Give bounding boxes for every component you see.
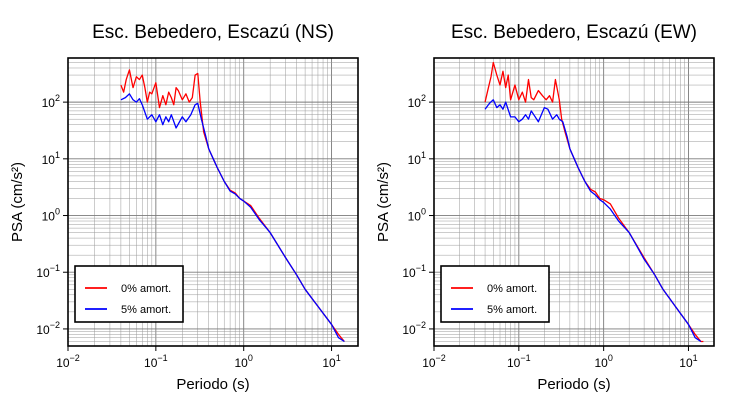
legend: 0% amort. 5% amort. bbox=[74, 265, 184, 323]
tick-exponent: −2 bbox=[70, 353, 80, 363]
tick-base: 10 bbox=[322, 356, 336, 370]
tick-exponent: 2 bbox=[421, 93, 426, 103]
y-tick-label: 100 bbox=[42, 207, 60, 224]
tick-base: 10 bbox=[408, 210, 422, 224]
legend-label: 5% amort. bbox=[121, 304, 171, 316]
x-tick-label: 10−2 bbox=[56, 353, 80, 370]
tick-exponent: 0 bbox=[248, 353, 253, 363]
tick-exponent: 0 bbox=[421, 207, 426, 217]
legend-label: 0% amort. bbox=[487, 283, 537, 295]
x-tick-label: 101 bbox=[322, 353, 340, 370]
tick-exponent: 2 bbox=[55, 93, 60, 103]
legend-box bbox=[440, 265, 550, 323]
y-tick-label: 102 bbox=[408, 93, 426, 110]
chart-title: Esc. Bebedero, Escazú (NS) bbox=[92, 22, 334, 43]
tick-base: 10 bbox=[36, 323, 50, 337]
x-axis-label: Periodo (s) bbox=[537, 376, 610, 393]
tick-exponent: 1 bbox=[55, 150, 60, 160]
tick-exponent: −1 bbox=[416, 263, 426, 273]
tick-base: 10 bbox=[402, 323, 416, 337]
plot-frame bbox=[67, 57, 359, 347]
tick-exponent: −1 bbox=[50, 263, 60, 273]
tick-exponent: −2 bbox=[50, 320, 60, 330]
legend-label: 5% amort. bbox=[487, 304, 537, 316]
tick-exponent: −1 bbox=[520, 353, 530, 363]
tick-base: 10 bbox=[42, 96, 56, 110]
x-tick-label: 100 bbox=[594, 353, 612, 370]
x-tick-label: 10−2 bbox=[422, 353, 446, 370]
tick-base: 10 bbox=[408, 153, 422, 167]
tick-base: 10 bbox=[42, 210, 56, 224]
tick-exponent: 1 bbox=[421, 150, 426, 160]
x-tick-label: 100 bbox=[235, 353, 253, 370]
y-tick-label: 10−1 bbox=[402, 263, 426, 280]
tick-base: 10 bbox=[594, 356, 608, 370]
y-tick-label: 101 bbox=[408, 150, 426, 167]
x-tick-label: 10−1 bbox=[144, 353, 168, 370]
y-tick-label: 10−2 bbox=[36, 320, 60, 337]
x-tick-label: 101 bbox=[679, 353, 697, 370]
tick-base: 10 bbox=[42, 153, 56, 167]
tick-base: 10 bbox=[36, 266, 50, 280]
series-line-amort-5 bbox=[484, 99, 702, 343]
x-axis-label: Periodo (s) bbox=[176, 376, 249, 393]
tick-exponent: −2 bbox=[416, 320, 426, 330]
legend-label: 0% amort. bbox=[121, 283, 171, 295]
y-tick-label: 100 bbox=[408, 207, 426, 224]
y-tick-label: 10−1 bbox=[36, 263, 60, 280]
y-axis-label: PSA (cm/s²) bbox=[9, 162, 26, 242]
legend-box bbox=[74, 265, 184, 323]
tick-base: 10 bbox=[56, 356, 70, 370]
y-tick-label: 101 bbox=[42, 150, 60, 167]
tick-base: 10 bbox=[422, 356, 436, 370]
tick-exponent: −2 bbox=[436, 353, 446, 363]
tick-base: 10 bbox=[679, 356, 693, 370]
tick-base: 10 bbox=[408, 96, 422, 110]
tick-exponent: 1 bbox=[336, 353, 341, 363]
series-line-amort-5 bbox=[120, 93, 345, 343]
plot-frame bbox=[433, 57, 715, 347]
x-tick-label: 10−1 bbox=[507, 353, 531, 370]
tick-base: 10 bbox=[235, 356, 249, 370]
y-tick-label: 10−2 bbox=[402, 320, 426, 337]
chart-title: Esc. Bebedero, Escazú (EW) bbox=[451, 22, 697, 43]
y-axis-label: PSA (cm/s²) bbox=[375, 162, 392, 242]
legend: 0% amort. 5% amort. bbox=[440, 265, 550, 323]
tick-exponent: 1 bbox=[693, 353, 698, 363]
y-tick-label: 102 bbox=[42, 93, 60, 110]
tick-exponent: 0 bbox=[608, 353, 613, 363]
tick-base: 10 bbox=[507, 356, 521, 370]
tick-base: 10 bbox=[402, 266, 416, 280]
tick-exponent: 0 bbox=[55, 207, 60, 217]
tick-base: 10 bbox=[144, 356, 158, 370]
tick-exponent: −1 bbox=[157, 353, 167, 363]
